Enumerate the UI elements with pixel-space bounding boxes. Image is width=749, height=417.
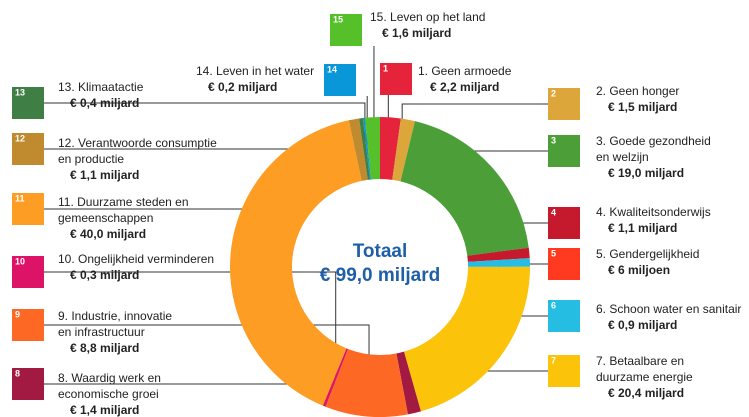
slice-label: 4. Kwaliteitsonderwijs — [596, 205, 711, 219]
slice — [322, 348, 349, 407]
slice-label: 6. Schoon water en sanitair — [596, 302, 741, 316]
sdg-icon — [380, 63, 412, 95]
value-label: € 0,2 miljard — [208, 80, 277, 94]
center-value: € 99,0 miljard — [320, 265, 440, 286]
sdg-icon-number: 8 — [15, 368, 20, 378]
slice — [403, 266, 530, 412]
value-label: € 1,4 miljard — [70, 403, 139, 417]
slice — [392, 118, 415, 182]
slice-label: 5. Gendergelijkheid — [596, 247, 699, 261]
slice — [467, 258, 530, 267]
slice-label: 13. Klimaatactie — [58, 80, 144, 94]
sdg-icon — [548, 88, 580, 120]
value-label: € 1,1 miljard — [70, 168, 139, 182]
value-label: € 6 miljoen — [608, 263, 670, 277]
sdg-icon — [12, 256, 44, 288]
slice-label: 12. Verantwoorde consumptie — [58, 136, 217, 150]
slice — [325, 348, 408, 417]
sdg-icon-number: 10 — [15, 256, 25, 266]
slice-label: 9. Industrie, innovatie — [58, 309, 172, 323]
sdg-icon-number: 6 — [551, 300, 556, 310]
sdg-icon — [330, 14, 362, 46]
sdg-icon — [12, 193, 44, 225]
value-label: € 0,9 miljard — [608, 318, 677, 332]
sdg-icon — [548, 207, 580, 239]
slice-label: economische groei — [58, 387, 159, 401]
sdg-icon-number: 3 — [551, 135, 556, 145]
slice-label: gemeenschappen — [58, 211, 153, 225]
sdg-icon — [548, 355, 580, 387]
value-label: € 0,4 miljard — [70, 96, 139, 110]
sdg-icon-number: 9 — [15, 309, 20, 319]
sdg-icon — [324, 64, 356, 96]
sdg-icon — [548, 135, 580, 167]
leader-line — [44, 271, 337, 378]
center-title: Totaal — [353, 241, 408, 262]
slice-label: 2. Geen honger — [596, 84, 679, 98]
slice-label: 8. Waardig werk en — [58, 371, 161, 385]
sdg-icon — [12, 87, 44, 119]
slice-label: 10. Ongelijkheid verminderen — [58, 252, 214, 266]
value-label: € 20,4 miljard — [608, 386, 684, 400]
slice — [229, 120, 362, 406]
sdg-icon-number: 11 — [15, 193, 25, 203]
slice-label: 11. Duurzame steden en — [58, 195, 189, 209]
slice-label: 15. Leven op het land — [370, 10, 485, 24]
sdg-icon-number: 12 — [15, 133, 25, 143]
slice-label: en welzijn — [596, 150, 649, 164]
sdg-icon-number: 15 — [333, 14, 343, 24]
slice-label: duurzame energie — [596, 370, 693, 384]
value-label: € 19,0 miljard — [608, 166, 684, 180]
sdg-icon-number: 14 — [327, 64, 337, 74]
sdg-icon — [548, 248, 580, 280]
sdg-icon-number: 7 — [551, 355, 556, 365]
sdg-icon — [12, 309, 44, 341]
slice — [396, 351, 421, 415]
sdg-icon — [12, 368, 44, 400]
value-label: € 1,5 miljard — [608, 100, 677, 114]
slice-label: en productie — [58, 152, 124, 166]
slice-label: 1. Geen armoede — [418, 64, 512, 78]
value-label: € 40,0 miljard — [70, 227, 146, 241]
value-label: € 0,3 miljard — [70, 268, 139, 282]
value-label: € 8,8 miljard — [70, 341, 139, 355]
value-label: € 1,1 miljard — [608, 221, 677, 235]
slice-label: en infrastructuur — [58, 325, 145, 339]
slice — [380, 117, 401, 180]
slice — [348, 118, 368, 181]
value-label: € 1,6 miljard — [382, 26, 451, 40]
value-label: € 2,2 miljard — [430, 80, 499, 94]
sdg-icon-number: 5 — [551, 248, 556, 258]
sdg-icon — [548, 300, 580, 332]
slice-label: 14. Leven in het water — [196, 64, 314, 78]
slice-label: 3. Goede gezondheid — [596, 134, 711, 148]
sdg-icon-number: 13 — [15, 87, 25, 97]
sdg-icon — [12, 133, 44, 165]
slice — [362, 117, 372, 180]
slice — [467, 258, 530, 262]
sdg-icon-number: 1 — [383, 63, 388, 73]
slice — [359, 117, 370, 180]
slice-label: 7. Betaalbare en — [596, 354, 684, 368]
slice — [467, 247, 530, 262]
sdg-icon-number: 2 — [551, 88, 556, 98]
slice — [400, 121, 529, 256]
slice — [364, 117, 380, 180]
sdg-icon-number: 4 — [551, 207, 556, 217]
